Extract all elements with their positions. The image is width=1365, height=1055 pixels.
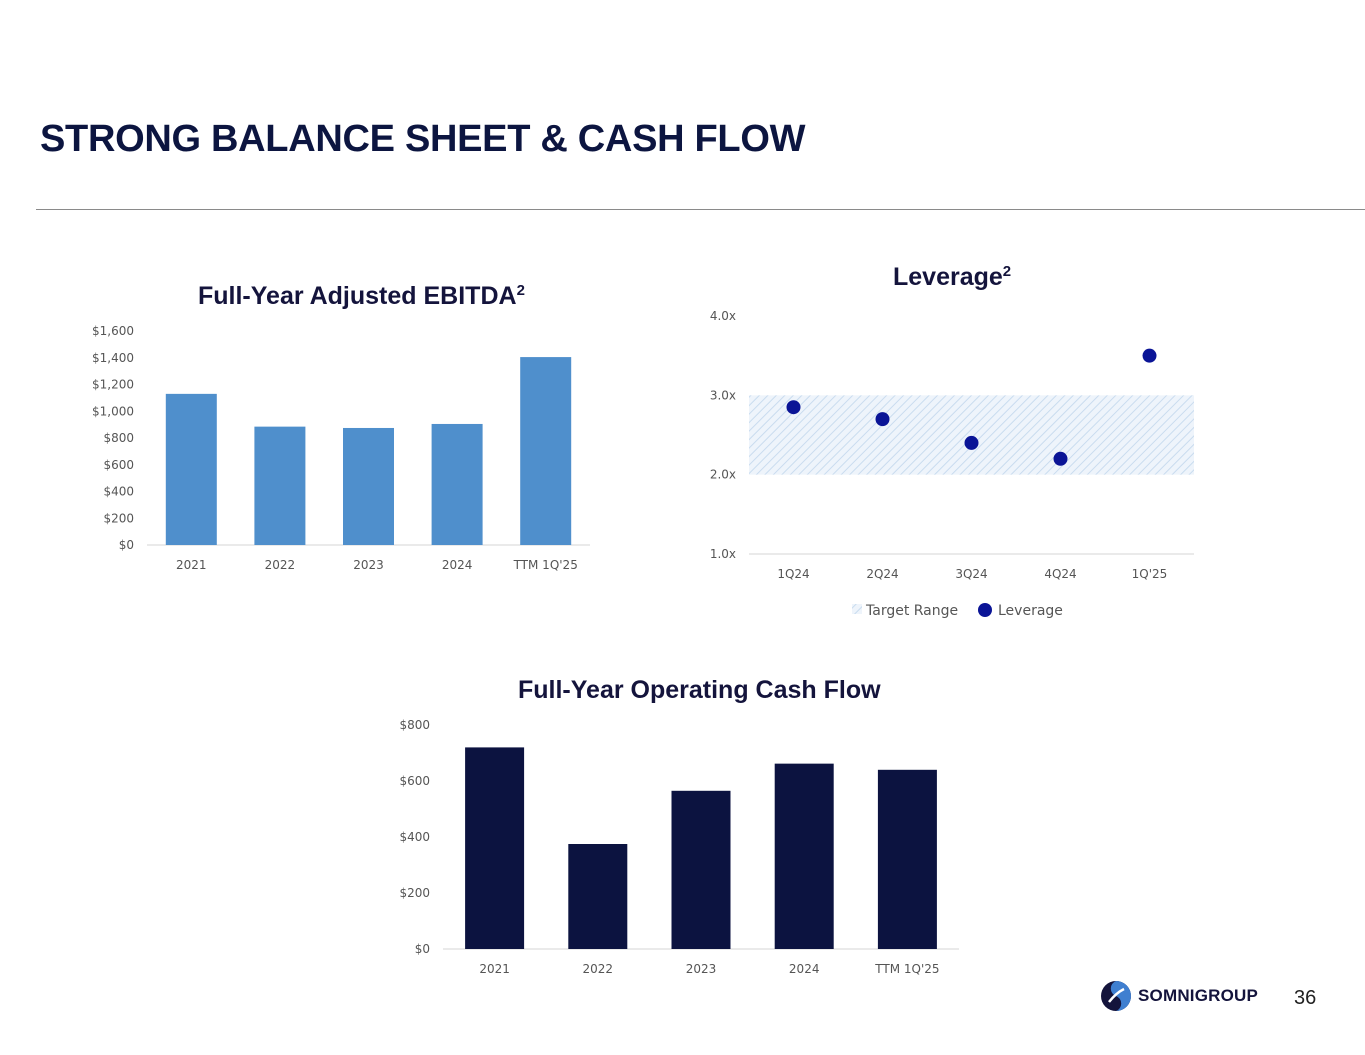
leverage-ytick-label: 3.0x [710, 388, 736, 402]
ocf-ytick-label: $0 [415, 942, 430, 956]
legend-target-range-swatch [852, 604, 862, 614]
ocf-xtick-label: 2022 [583, 962, 614, 976]
page-title: STRONG BALANCE SHEET & CASH FLOW [40, 118, 806, 160]
ocf-ytick-label: $200 [399, 886, 430, 900]
ebitda-bar-4 [520, 357, 572, 545]
ebitda-ytick-label: $1,200 [92, 378, 134, 392]
ebitda-xtick-label: 2022 [265, 558, 296, 572]
ocf-ytick-label: $600 [399, 774, 430, 788]
ebitda-title-text: Full-Year Adjusted EBITDA [198, 282, 517, 310]
leverage-point-1 [875, 412, 890, 427]
ebitda-ytick-label: $1,400 [92, 351, 134, 365]
ocf-bar-3 [774, 763, 834, 949]
ebitda-title-footnote: 2 [516, 282, 525, 299]
ocf-bar-2 [671, 790, 731, 949]
ebitda-ytick-label: $600 [103, 458, 134, 472]
ocf-xtick-label: 2024 [789, 962, 820, 976]
leverage-xtick-label: 3Q24 [955, 567, 987, 581]
ocf-chart-title: Full-Year Operating Cash Flow [518, 676, 881, 705]
ebitda-xtick-label: 2023 [353, 558, 384, 572]
ebitda-ytick-label: $800 [103, 431, 134, 445]
ocf-ytick-label: $800 [399, 718, 430, 732]
leverage-title-footnote: 2 [1002, 263, 1012, 280]
leverage-title-text: Leverage [893, 263, 1003, 291]
leverage-ytick-label: 2.0x [710, 468, 736, 482]
title-divider [36, 209, 1365, 210]
ebitda-ytick-label: $200 [103, 511, 134, 525]
leverage-xtick-label: 1Q'25 [1132, 567, 1168, 581]
page-number: 36 [1294, 987, 1317, 1009]
ebitda-ytick-label: $0 [119, 538, 134, 552]
logo-text: SOMNIGROUP [1138, 986, 1259, 1005]
leverage-ytick-label: 1.0x [710, 547, 736, 561]
ocf-xtick-label: TTM 1Q'25 [874, 962, 939, 976]
leverage-point-4 [1142, 348, 1157, 363]
ocf-xtick-label: 2021 [479, 962, 510, 976]
ebitda-bar-3 [431, 423, 483, 545]
ebitda-xtick-label: 2021 [176, 558, 207, 572]
ocf-bar-1 [568, 844, 628, 949]
leverage-point-0 [786, 400, 801, 415]
leverage-xtick-label: 4Q24 [1044, 567, 1076, 581]
ebitda-bar-1 [254, 426, 306, 545]
legend-leverage-swatch [978, 603, 992, 617]
leverage-point-3 [1053, 451, 1068, 466]
ocf-bar-0 [465, 747, 525, 949]
ebitda-chart-title: Full-Year Adjusted EBITDA2 [198, 282, 525, 311]
leverage-point-2 [964, 435, 979, 450]
target-range-band [749, 395, 1194, 475]
leverage-chart-title: Leverage2 [893, 263, 1011, 292]
ocf-ytick-label: $400 [399, 830, 430, 844]
ocf-title-text: Full-Year Operating Cash Flow [518, 676, 881, 704]
leverage-xtick-label: 1Q24 [777, 567, 809, 581]
company-logo: SOMNIGROUP [1100, 976, 1258, 1016]
ocf-bar-4 [877, 769, 937, 949]
logo-mark-icon [1101, 981, 1131, 1011]
ebitda-ytick-label: $1,000 [92, 404, 134, 418]
ebitda-bar-2 [343, 427, 394, 545]
ocf-xtick-label: 2023 [686, 962, 717, 976]
ebitda-xtick-label: 2024 [442, 558, 473, 572]
leverage-xtick-label: 2Q24 [866, 567, 898, 581]
ebitda-xtick-label: TTM 1Q'25 [513, 558, 578, 572]
legend-target-range-label: Target Range [865, 603, 958, 619]
ebitda-ytick-label: $400 [103, 485, 134, 499]
ebitda-ytick-label: $1,600 [92, 324, 134, 338]
leverage-ytick-label: 4.0x [710, 309, 736, 323]
ebitda-bar-0 [165, 393, 217, 545]
legend-leverage-label: Leverage [998, 603, 1063, 619]
